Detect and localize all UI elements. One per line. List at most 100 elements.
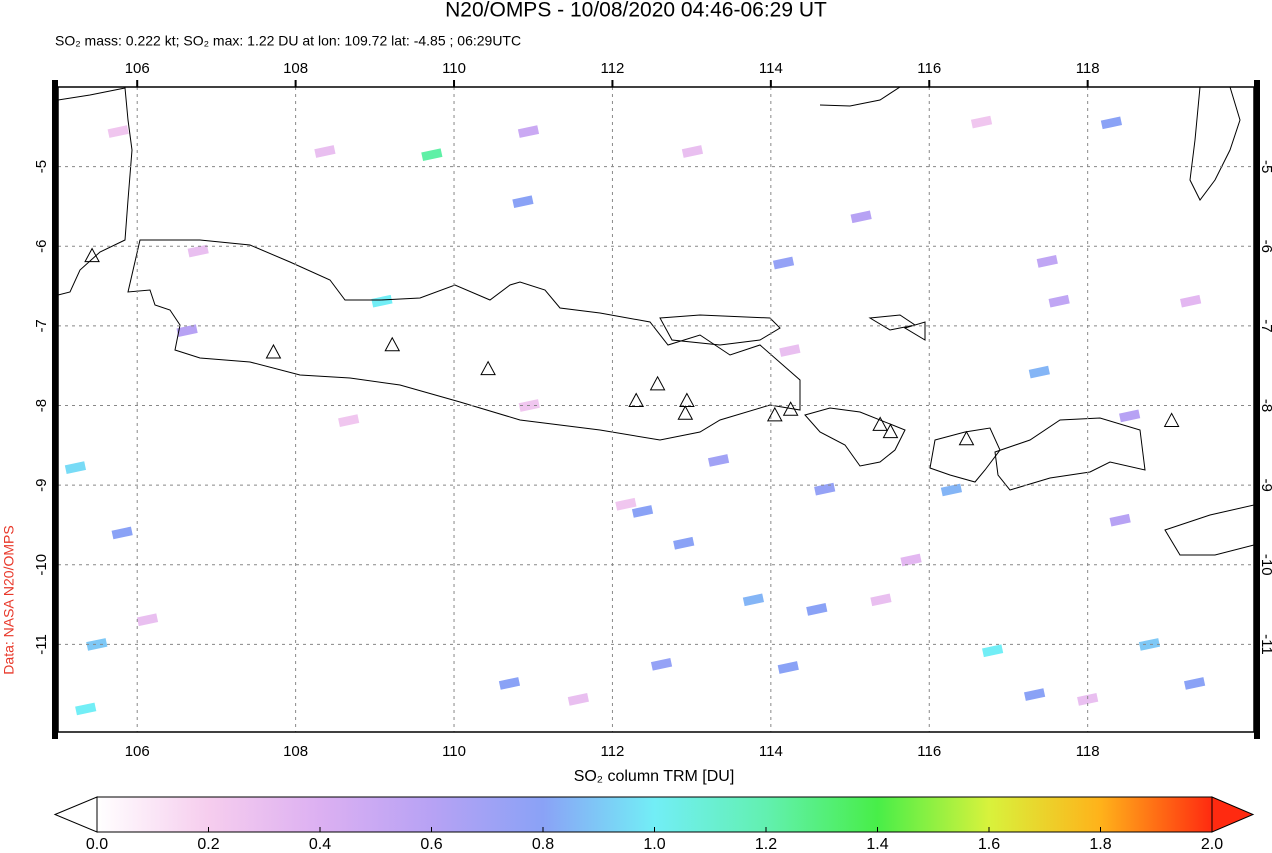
chart-subtitle: SO₂ mass: 0.222 kt; SO₂ max: 1.22 DU at … <box>55 33 521 49</box>
x-tick-label: 106 <box>125 743 150 760</box>
colorbar-tick-label: 2.0 <box>1201 836 1223 853</box>
volcano-marker <box>882 423 899 439</box>
so2-pixel <box>187 244 209 258</box>
so2-pixel <box>742 593 765 607</box>
colorbar-tick-label: 0.0 <box>86 836 108 853</box>
x-tick-label: 118 <box>1076 743 1100 760</box>
colorbar-under <box>53 796 98 833</box>
volcano-marker <box>766 406 783 422</box>
y-tick-label: -10 <box>33 554 50 576</box>
so2-pixel <box>772 256 795 270</box>
x-tick-label: 108 <box>283 60 308 77</box>
y-tick-label: -5 <box>33 160 50 173</box>
so2-pixel <box>940 483 963 497</box>
x-tick-bar <box>453 80 456 87</box>
so2-pixel <box>421 148 443 162</box>
so2-pixel <box>631 505 654 518</box>
volcano-marker <box>84 247 100 263</box>
so2-pixel <box>1109 513 1131 527</box>
colorbar <box>96 796 1213 833</box>
so2-pixel <box>1100 116 1123 130</box>
so2-pixel <box>673 536 695 550</box>
volcano-marker <box>1163 412 1180 427</box>
colorbar-over <box>1211 796 1255 833</box>
so2-pixel <box>517 125 540 138</box>
so2-pixel <box>371 294 393 308</box>
coastlines <box>58 87 1254 556</box>
volcano-marker <box>384 336 401 352</box>
coastline <box>994 417 1146 491</box>
so2-pixel <box>314 145 336 158</box>
chart-title: N20/OMPS - 10/08/2020 04:46-06:29 UT <box>445 0 827 22</box>
so2-pixel <box>498 677 521 690</box>
volcano-marker <box>679 392 695 408</box>
x-tick-label: 116 <box>917 60 941 77</box>
y-tick-label: -6 <box>33 240 50 253</box>
so2-pixel <box>681 145 704 158</box>
so2-pixel <box>1138 638 1161 651</box>
so2-pixel <box>870 593 892 607</box>
frame-bar <box>52 80 58 739</box>
coastline <box>929 427 1001 483</box>
coastline <box>1164 504 1254 556</box>
colorbar-tick-label: 0.4 <box>309 836 331 853</box>
colorbar-tick-label: 0.6 <box>420 836 442 853</box>
y-tick-label: -8 <box>33 399 50 412</box>
x-tick-bar <box>928 80 931 87</box>
y-tick-label: -6 <box>1258 240 1272 253</box>
volcano-marker <box>958 430 975 446</box>
y-tick-label: -9 <box>1258 478 1272 491</box>
x-tick-label: 110 <box>442 60 466 77</box>
so2-pixel <box>1036 255 1058 268</box>
coastline <box>659 314 781 346</box>
volcano-marker <box>677 405 694 420</box>
so2-pixel <box>1048 294 1070 308</box>
axes: 106 106 108 108 110 110 112 112 114 114 116 116 118 1… <box>33 60 1272 853</box>
colorbar-tick-label: 0.8 <box>532 836 554 853</box>
y-tick-label: -8 <box>1258 399 1272 412</box>
volcano-marker <box>649 375 666 391</box>
x-tick-bar <box>611 80 614 87</box>
so2-pixel <box>111 526 133 540</box>
coastline <box>1189 87 1241 201</box>
map-frame <box>57 86 1255 733</box>
so2-pixel <box>850 210 872 224</box>
colorbar-tick-label: 1.8 <box>1089 836 1111 853</box>
coastline <box>58 87 133 296</box>
so2-pixel <box>779 344 801 357</box>
y-tick-label: -11 <box>33 634 50 655</box>
volcano-marker <box>265 343 282 359</box>
so2-pixel <box>1180 294 1202 308</box>
so2-pixel <box>75 702 97 716</box>
x-tick-label: 114 <box>759 743 783 760</box>
so2-pixel <box>64 461 87 474</box>
so2-pixel <box>176 324 198 338</box>
x-tick-bar <box>294 80 297 87</box>
so2-pixel <box>650 657 673 671</box>
x-tick-label: 118 <box>1076 60 1100 77</box>
so2-pixel <box>567 693 589 706</box>
so2-pixel <box>512 195 534 209</box>
x-tick-bar <box>136 80 139 87</box>
x-tick-bar <box>1086 80 1089 87</box>
so2-pixel <box>86 638 108 651</box>
so2-pixel <box>1184 677 1206 690</box>
coastline <box>804 407 906 467</box>
coastline <box>868 314 926 341</box>
y-tick-label: -9 <box>33 478 50 491</box>
x-tick-label: 116 <box>917 743 941 760</box>
map-cells <box>64 115 1206 716</box>
x-tick-label: 106 <box>125 60 150 77</box>
volcano-marker <box>872 416 888 431</box>
y-tick-label: -7 <box>1258 319 1272 332</box>
volcano-marker <box>628 392 645 408</box>
so2-pixel <box>1028 365 1050 379</box>
x-tick-label: 114 <box>759 60 783 77</box>
so2-pixel <box>107 125 129 138</box>
x-tick-label: 108 <box>283 743 308 760</box>
so2-pixel <box>615 497 637 511</box>
y-tick-label: -10 <box>1258 554 1272 576</box>
so2-pixel <box>777 661 799 674</box>
